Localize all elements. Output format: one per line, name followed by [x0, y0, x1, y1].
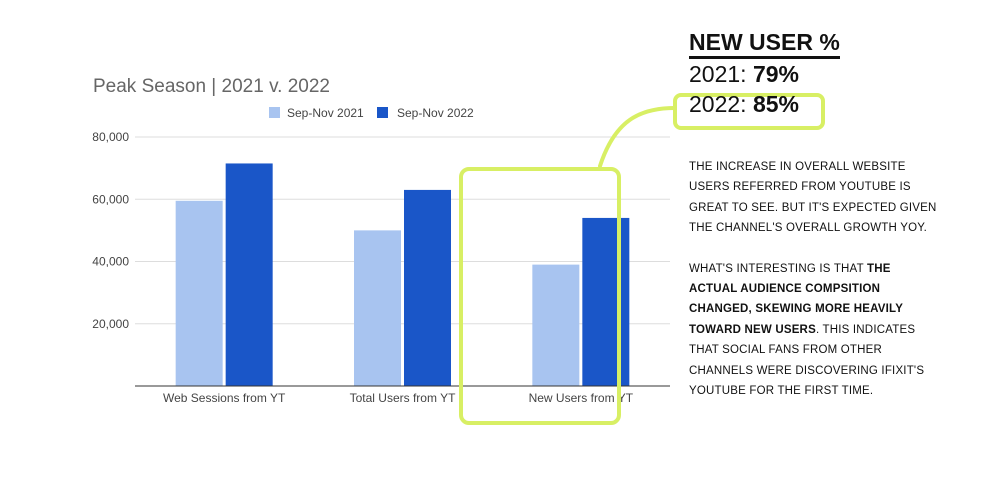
legend-label-2022: Sep-Nov 2022	[397, 106, 474, 120]
y-tick-label: 80,000	[92, 130, 129, 144]
chart-title: Peak Season | 2021 v. 2022	[93, 76, 330, 97]
bar-2022	[225, 163, 273, 386]
callout-row-2022: 2022: 85%	[689, 89, 909, 119]
callout-heading: NEW USER %	[689, 28, 840, 59]
callout-value: 79%	[752, 61, 799, 87]
x-tick-label: Total Users from YT	[350, 391, 456, 405]
new-user-callout: NEW USER % 2021: 79% 2022: 85%	[689, 28, 909, 119]
commentary: The increase in overall website users re…	[689, 157, 939, 401]
y-tick-label: 60,000	[92, 192, 129, 206]
commentary-rest: . This indicates that social fans from o…	[689, 323, 925, 398]
highlight-box	[459, 167, 621, 425]
y-tick-label: 40,000	[92, 255, 129, 269]
x-axis: Web Sessions from YT Total Users from YT N…	[163, 391, 634, 405]
commentary-paragraph-1: The increase in overall website users re…	[689, 161, 937, 235]
legend-swatch-2022	[377, 107, 388, 118]
callout-row-2021: 2021: 79%	[689, 59, 909, 89]
bar-2022	[582, 217, 630, 386]
callout-year: 2022:	[689, 91, 747, 117]
commentary-intro: What's interesting is that	[689, 262, 867, 275]
x-tick-label: Web Sessions from YT	[163, 391, 286, 405]
gridlines	[135, 136, 670, 325]
highlight-stat-box	[673, 93, 825, 130]
highlight	[459, 93, 825, 425]
callout-year: 2021:	[689, 61, 747, 87]
legend-swatch-2021	[269, 107, 280, 118]
bar-2022	[404, 189, 451, 386]
commentary-emphasis: the actual audience compsition changed, …	[689, 262, 903, 336]
bar-2021	[354, 230, 401, 386]
commentary-paragraph-2: What's interesting is that the actual au…	[689, 259, 939, 402]
legend-label-2021: Sep-Nov 2021	[287, 106, 364, 120]
bar-2021	[175, 200, 223, 386]
callout-value: 85%	[752, 91, 799, 117]
y-axis: 80,000 60,000 40,000 20,000	[92, 130, 129, 331]
bar-2021	[532, 264, 580, 386]
legend: Sep-Nov 2021 Sep-Nov 2022	[269, 106, 474, 120]
x-tick-label: New Users from YT	[529, 391, 634, 405]
y-tick-label: 20,000	[92, 317, 129, 331]
bars	[175, 163, 630, 386]
highlight-connector	[598, 106, 677, 168]
